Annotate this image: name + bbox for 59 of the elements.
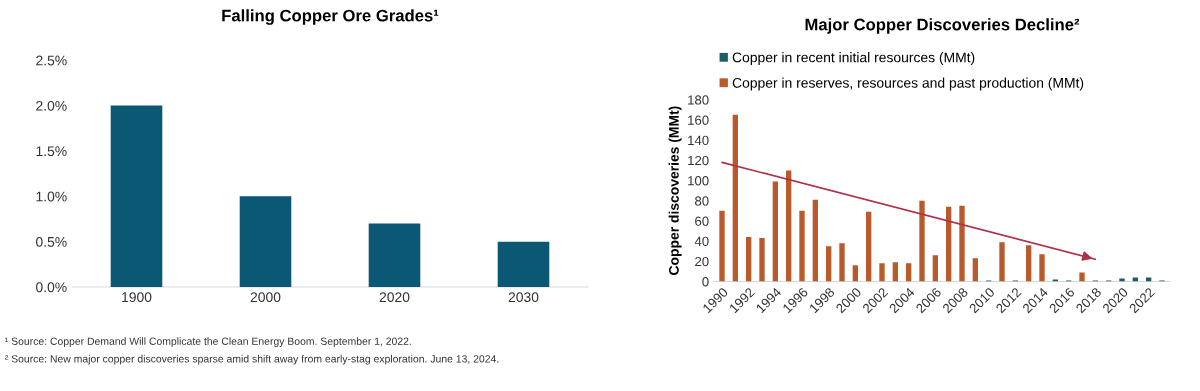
y-tick-label: 40 bbox=[694, 236, 709, 247]
bar bbox=[1119, 278, 1125, 282]
bar bbox=[1026, 245, 1032, 282]
bar bbox=[772, 181, 778, 282]
y-tick-label: 0 bbox=[702, 277, 709, 287]
bar bbox=[497, 241, 550, 287]
bar bbox=[839, 243, 845, 282]
bar bbox=[906, 263, 912, 282]
text: ¹ Source: Copper Demand Will Complicate the Clean Energy Boom. September 1, 2022. bbox=[5, 337, 411, 347]
bar bbox=[946, 206, 952, 282]
y-tick-label: 2.5% bbox=[36, 55, 67, 66]
bar bbox=[879, 263, 885, 282]
bar bbox=[1146, 277, 1152, 282]
bar bbox=[719, 210, 725, 282]
legend-label: Copper in recent initial resources (MMt) bbox=[732, 52, 975, 66]
bar bbox=[999, 242, 1005, 282]
chart-title: Major Copper Discoveries Decline² bbox=[805, 18, 1080, 34]
bar bbox=[799, 210, 805, 282]
y-tick-label: 80 bbox=[695, 196, 709, 206]
x-tick-label: 2020 bbox=[379, 292, 410, 303]
bar bbox=[826, 246, 832, 282]
y-tick-label: 20 bbox=[695, 256, 709, 267]
bar bbox=[1052, 279, 1058, 282]
bar bbox=[368, 223, 421, 287]
x-tick-label: 2030 bbox=[508, 292, 539, 303]
y-tick-label: 160 bbox=[688, 115, 709, 125]
bar bbox=[732, 114, 738, 282]
y-tick-label: 180 bbox=[688, 95, 709, 105]
bar bbox=[239, 196, 292, 287]
bar bbox=[932, 255, 938, 282]
bar bbox=[866, 211, 872, 282]
bar bbox=[1079, 272, 1085, 282]
bar bbox=[110, 105, 163, 287]
y-tick-label: 0.0% bbox=[36, 282, 67, 293]
y-tick-label: 100 bbox=[688, 176, 709, 186]
legend-label: Copper in reserves, resources and past production (MMt) bbox=[732, 77, 1084, 91]
chart-title: Falling Copper Ore Grades¹ bbox=[222, 9, 439, 25]
y-tick-label: 140 bbox=[688, 135, 709, 146]
y-tick-label: 1.5% bbox=[36, 146, 67, 157]
y-tick-label: 2.0% bbox=[36, 100, 67, 111]
bar bbox=[892, 262, 898, 282]
bar bbox=[919, 200, 925, 282]
bar bbox=[746, 237, 752, 282]
y-tick-label: 120 bbox=[688, 155, 709, 166]
bar bbox=[812, 199, 818, 282]
bar bbox=[786, 170, 792, 282]
bar bbox=[972, 258, 978, 282]
bar bbox=[959, 205, 965, 282]
y-tick-label: 60 bbox=[695, 216, 709, 226]
y-tick-label: 1.0% bbox=[36, 191, 67, 202]
bar bbox=[759, 238, 765, 282]
y-axis-title: Copper discoveries (MMt) bbox=[668, 106, 682, 275]
bar bbox=[1039, 254, 1045, 282]
y-tick-label: 0.5% bbox=[36, 236, 67, 247]
x-tick-label: 1900 bbox=[122, 292, 152, 303]
text: ² Source: New major copper discoveries sparse amid shift away from early-stag exploration. June 13, 2024. bbox=[5, 354, 499, 365]
x-tick-label: 2000 bbox=[250, 292, 281, 303]
bar bbox=[1132, 277, 1138, 282]
bar bbox=[852, 265, 858, 282]
